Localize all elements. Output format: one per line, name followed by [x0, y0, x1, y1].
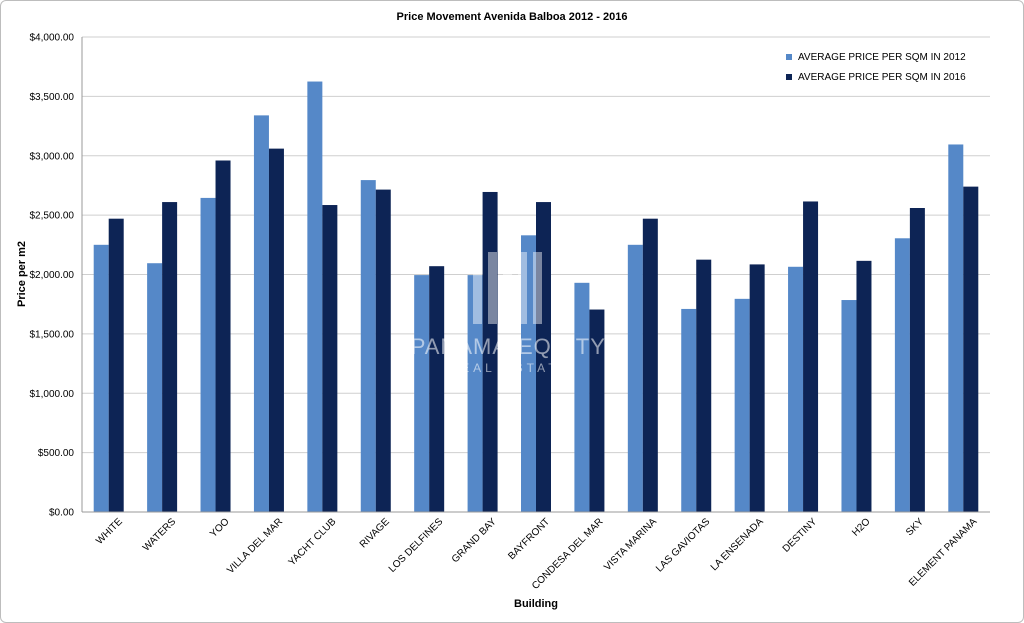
x-tick-label: WATERS [141, 516, 178, 553]
x-tick-label: GRAND BAY [450, 516, 499, 565]
bar-2012 [841, 300, 857, 512]
bar-2016 [108, 218, 124, 512]
bar-2012 [93, 244, 109, 512]
bar-2012 [467, 275, 483, 512]
bar-2012 [253, 115, 269, 512]
y-tick-label: $500.00 [38, 448, 75, 459]
bar-2016 [375, 189, 391, 512]
legend-label: AVERAGE PRICE PER SQM IN 2012 [798, 52, 966, 63]
x-tick-label: BAYFRONT [506, 516, 552, 562]
bar-2016 [642, 218, 658, 512]
legend-swatch [786, 74, 792, 80]
bar-2016 [856, 260, 872, 512]
y-tick-labels: $0.00 $500.00 $1,000.00 $1,500.00 $2,000.00 $… [30, 33, 75, 519]
watermark-brand-right: EQUITY [518, 334, 606, 359]
bar-2016 [696, 259, 712, 512]
bar-2012 [948, 144, 964, 512]
x-tick-label: YACHT CLUB [287, 516, 339, 568]
x-tick-label: WHITE [94, 516, 125, 547]
watermark-bar-1 [473, 252, 482, 324]
x-tick-label: H2O [850, 516, 872, 538]
chart-title: Price Movement Avenida Balboa 2012 - 201… [397, 11, 628, 23]
y-tick-label: $1,500.00 [30, 329, 75, 340]
bar-2016 [162, 202, 178, 512]
bar-2012 [521, 235, 536, 512]
bar-2012 [360, 180, 376, 512]
watermark-bar-5 [533, 252, 542, 324]
bar-2016 [215, 160, 231, 512]
bar-2012 [734, 298, 750, 512]
y-tick-label: $2,000.00 [30, 270, 75, 281]
x-tick-label: RIVAGE [358, 516, 392, 550]
legend: AVERAGE PRICE PER SQM IN 2012 AVERAGE PRI… [786, 52, 966, 83]
bar-2012 [894, 238, 910, 512]
y-tick-label: $2,500.00 [30, 211, 75, 222]
x-tick-label: YOO [208, 516, 232, 540]
legend-swatch [786, 54, 792, 60]
bar-2016 [482, 191, 498, 512]
bar-2016 [589, 309, 605, 512]
bar-2016 [963, 186, 979, 512]
x-tick-label: SKY [904, 516, 926, 538]
bar-2016 [429, 266, 445, 512]
x-tick-label: LA ENSENADA [709, 516, 766, 573]
bar-2016 [749, 264, 765, 512]
watermark-bar-4 [518, 252, 527, 324]
bar-2012 [574, 282, 590, 512]
bar-2012 [147, 263, 163, 512]
bar-2012 [627, 244, 643, 512]
x-axis-title: Building [514, 598, 558, 610]
x-tick-label: LAS GAVIOTAS [654, 516, 712, 574]
bar-2016 [536, 202, 551, 512]
bars [93, 81, 979, 512]
legend-label: AVERAGE PRICE PER SQM IN 2016 [798, 72, 966, 83]
bar-2012 [307, 81, 323, 512]
watermark-brand-left: PANAMA [411, 334, 508, 359]
y-tick-label: $3,500.00 [30, 92, 75, 103]
y-tick-label: $0.00 [49, 508, 74, 519]
watermark-tagline: REAL ESTATE [448, 361, 571, 375]
x-tick-label: LOS DELFINES [387, 516, 446, 575]
x-tick-label: DESTINY [781, 516, 820, 555]
bar-2012 [200, 197, 216, 512]
y-axis-title: Price per m2 [16, 241, 28, 307]
bar-2016 [803, 201, 819, 512]
y-tick-label: $4,000.00 [30, 33, 75, 44]
bar-2016 [322, 205, 338, 512]
bar-2012 [788, 266, 804, 512]
y-tick-label: $3,000.00 [30, 151, 75, 162]
bar-2012 [681, 308, 697, 512]
x-tick-label: VILLA DEL MAR [225, 516, 285, 576]
bar-2016 [268, 148, 284, 512]
watermark-logo: PANAMA EQUITY REAL ESTATE [411, 252, 606, 375]
watermark-bar-3 [503, 252, 512, 324]
watermark-bar-2 [488, 252, 497, 324]
y-tick-label: $1,000.00 [30, 389, 75, 400]
bar-2016 [909, 208, 925, 512]
x-tick-label: VISTA MARINA [602, 516, 659, 573]
bar-2012 [414, 275, 430, 512]
